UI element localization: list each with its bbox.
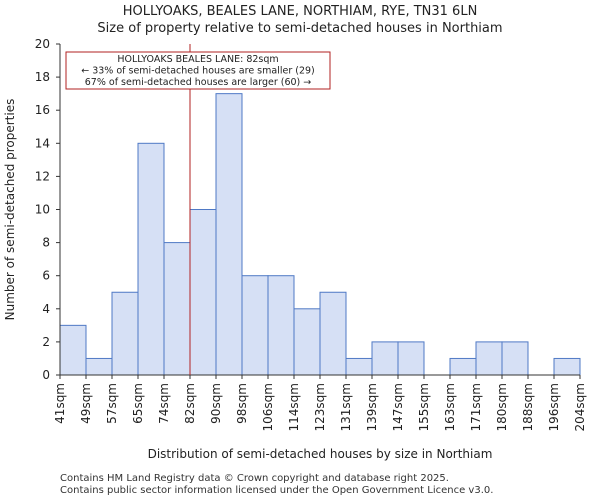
- x-tick-label: 180sqm: [495, 383, 509, 431]
- bar-131sqm: [345, 357, 373, 376]
- bar-180sqm: [501, 341, 529, 376]
- bar-139sqm: [371, 341, 399, 376]
- x-tick-label: 131sqm: [339, 383, 353, 431]
- chart-title: HOLLYOAKS, BEALES LANE, NORTHIAM, RYE, T…: [122, 4, 478, 19]
- x-tick-label: 114sqm: [287, 383, 301, 431]
- bar-106sqm: [267, 275, 295, 376]
- y-tick-label: 0: [42, 368, 50, 382]
- bar-90sqm: [215, 93, 243, 376]
- y-tick-label: 10: [35, 203, 50, 217]
- x-tick-label: 204sqm: [573, 383, 587, 431]
- bar-196sqm: [553, 357, 581, 376]
- y-tick-label: 4: [42, 302, 50, 316]
- bar-98sqm: [241, 275, 269, 376]
- x-tick-label: 188sqm: [521, 383, 535, 431]
- y-tick-label: 2: [42, 335, 50, 349]
- x-tick-label: 74sqm: [157, 383, 171, 424]
- x-tick-label: 90sqm: [209, 383, 223, 424]
- x-tick-label: 106sqm: [261, 383, 275, 431]
- y-tick-label: 16: [35, 103, 50, 117]
- x-tick-label: 82sqm: [183, 383, 197, 424]
- chart-subtitle: Size of property relative to semi-detach…: [97, 21, 503, 36]
- bar-82sqm: [189, 209, 217, 376]
- x-axis-label: Distribution of semi-detached houses by …: [148, 447, 493, 461]
- y-axis-label: Number of semi-detached properties: [3, 99, 17, 321]
- bar-123sqm: [319, 291, 347, 376]
- x-tick-label: 139sqm: [365, 383, 379, 431]
- x-tick-label: 41sqm: [53, 383, 67, 424]
- annotation-box: [65, 51, 331, 90]
- x-tick-label: 98sqm: [235, 383, 249, 424]
- y-tick-label: 12: [35, 169, 50, 183]
- x-tick-label: 163sqm: [443, 383, 457, 431]
- bar-49sqm: [85, 357, 113, 376]
- x-tick-label: 49sqm: [79, 383, 93, 424]
- x-tick-label: 171sqm: [469, 383, 483, 431]
- annotation-line-1: HOLLYOAKS BEALES LANE: 82sqm: [117, 54, 278, 65]
- bar-163sqm: [449, 357, 477, 376]
- bar-57sqm: [111, 291, 139, 376]
- footer-line-2: Contains public sector information licen…: [60, 485, 494, 496]
- footer-line-1: Contains HM Land Registry data © Crown c…: [60, 473, 449, 484]
- bar-147sqm: [397, 341, 425, 376]
- y-tick-label: 6: [42, 269, 50, 283]
- y-tick-label: 20: [35, 37, 50, 51]
- y-tick-label: 8: [42, 236, 50, 250]
- bar-74sqm: [163, 242, 191, 376]
- y-tick-label: 14: [35, 136, 50, 150]
- x-tick-label: 65sqm: [131, 383, 145, 424]
- annotation-line-2: ← 33% of semi-detached houses are smalle…: [81, 66, 315, 77]
- x-tick-label: 147sqm: [391, 383, 405, 431]
- bar-114sqm: [293, 308, 321, 376]
- x-tick-label: 123sqm: [313, 383, 327, 431]
- bar-171sqm: [475, 341, 503, 376]
- x-tick-label: 196sqm: [547, 383, 561, 431]
- y-tick-label: 18: [35, 70, 50, 84]
- x-tick-label: 155sqm: [417, 383, 431, 431]
- bar-41sqm: [59, 324, 87, 376]
- bar-65sqm: [137, 142, 165, 376]
- annotation-line-3: 67% of semi-detached houses are larger (…: [85, 77, 312, 88]
- x-tick-label: 57sqm: [105, 383, 119, 424]
